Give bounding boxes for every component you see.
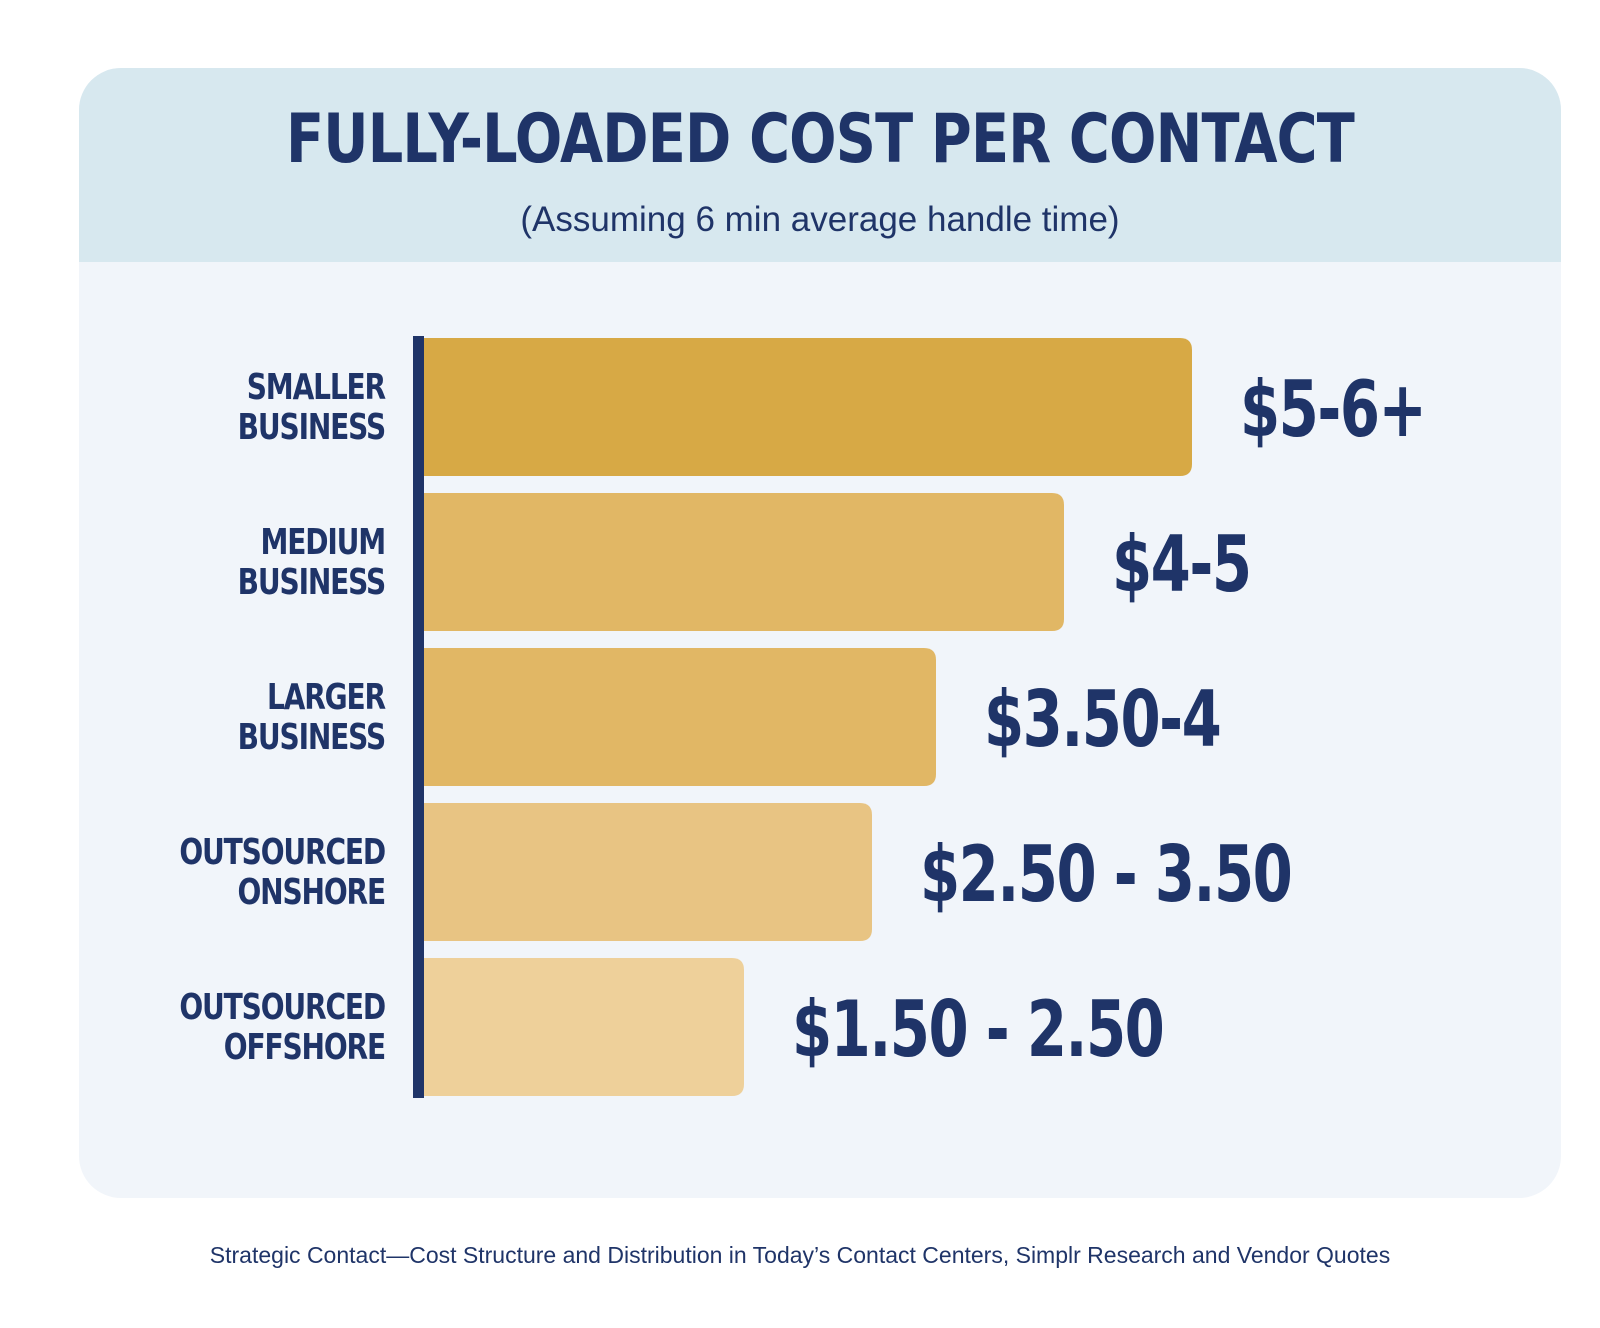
- data-label: $4-5: [1112, 519, 1251, 610]
- bar: [424, 803, 872, 941]
- data-label: $2.50 - 3.50: [920, 829, 1291, 920]
- category-label: BUSINESS: [238, 716, 385, 758]
- y-axis-line: [413, 336, 424, 1098]
- category-label: BUSINESS: [238, 406, 385, 448]
- category-label: MEDIUM: [260, 521, 385, 563]
- category-label: ONSHORE: [238, 871, 385, 913]
- category-label: OUTSOURCED: [179, 831, 385, 873]
- category-label: OFFSHORE: [224, 1026, 385, 1068]
- bar: [424, 493, 1064, 631]
- data-label: $3.50-4: [984, 674, 1220, 765]
- data-label: $1.50 - 2.50: [792, 984, 1163, 1075]
- chart-header: FULLY-LOADED COST PER CONTACT (Assuming …: [79, 68, 1561, 262]
- bar: [424, 648, 936, 786]
- chart-subtitle: (Assuming 6 min average handle time): [520, 200, 1120, 239]
- category-label: LARGER: [267, 676, 386, 718]
- data-label: $5-6+: [1240, 364, 1425, 455]
- source-citation: Strategic Contact—Cost Structure and Dis…: [209, 1242, 1391, 1268]
- chart-title: FULLY-LOADED COST PER CONTACT: [285, 100, 1355, 179]
- category-label: BUSINESS: [238, 561, 385, 603]
- chart-card: FULLY-LOADED COST PER CONTACT (Assuming …: [79, 68, 1561, 1198]
- bar: [424, 958, 744, 1096]
- category-label: OUTSOURCED: [179, 986, 385, 1028]
- category-label: SMALLER: [247, 366, 387, 408]
- bar: [424, 338, 1192, 476]
